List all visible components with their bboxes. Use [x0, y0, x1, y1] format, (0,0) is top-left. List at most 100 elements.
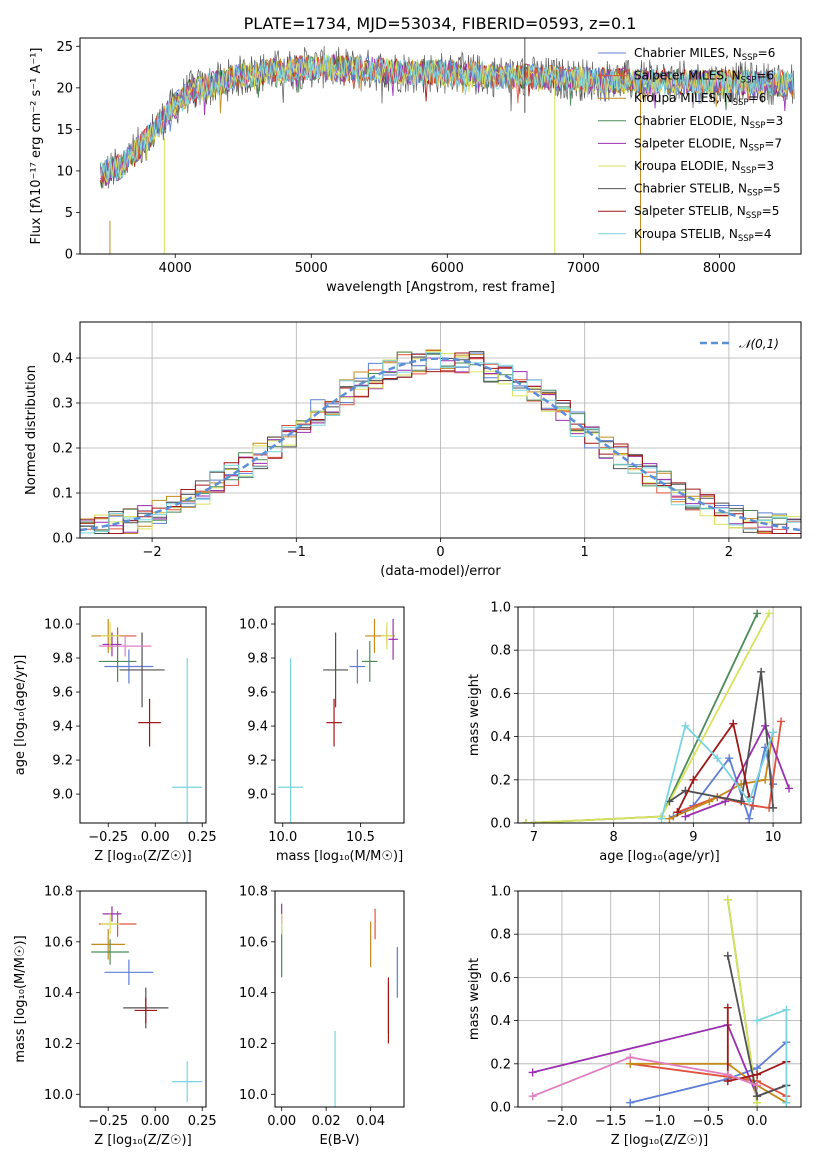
- series-point: [757, 667, 766, 676]
- y-tick-label: 0.1: [52, 487, 73, 502]
- legend-text: =6: [758, 46, 776, 60]
- axes-frame: [79, 606, 207, 824]
- y-tick-label: 0.6: [490, 971, 511, 986]
- legend-text: Kroupa ELODIE, N: [634, 159, 741, 173]
- y-tick-label: 9.0: [247, 788, 268, 803]
- legend-text: =6: [756, 69, 774, 83]
- legend-text: =3: [766, 114, 784, 128]
- axes-frame: [79, 890, 207, 1108]
- y-axis-label: Normed distribution: [24, 365, 39, 495]
- legend-subscript: SSP: [746, 211, 762, 221]
- legend-label: Chabrier ELODIE, NSSP=3: [634, 114, 783, 131]
- panel-mass_vs_Z: −0.25 0.00 0.25 10.0 10.2 10.4 10.6 10.8 Z [log₁…: [13, 885, 217, 1149]
- y-tick-label: 25: [56, 40, 73, 55]
- x-tick-label: −1.5: [595, 1114, 627, 1129]
- legend-label: Chabrier STELIB, NSSP=5: [634, 182, 781, 199]
- y-tick-label: 10.4: [44, 986, 73, 1001]
- y-tick-label: 10: [56, 164, 73, 179]
- axes-frame: [274, 890, 405, 1108]
- legend-subscript: SSP: [733, 98, 749, 108]
- x-tick-label: −1.0: [644, 1114, 676, 1129]
- y-tick-label: 0: [65, 248, 73, 263]
- x-tick-label: 7: [530, 830, 538, 845]
- series-line-salpeter_stelib: [676, 721, 751, 813]
- legend-text: =3: [756, 159, 774, 173]
- y-tick-label: 0.2: [52, 442, 73, 457]
- panel-residuals: −2 −1 0 1 2 0.0 0.1 0.2 0.3 0.4 (data-model)/error…: [24, 321, 802, 579]
- series-point: [665, 814, 674, 823]
- series-point: [753, 1081, 762, 1090]
- series-line-chabrier_elodie: [525, 613, 759, 823]
- x-tick-label: 10.0: [268, 830, 297, 845]
- series-point: [753, 1092, 762, 1101]
- plot-area: [278, 618, 398, 823]
- series-point: [723, 1070, 732, 1079]
- legend-subscript: SSP: [741, 76, 757, 86]
- y-tick-label: 0.3: [52, 397, 73, 412]
- series-point: [745, 797, 754, 806]
- x-axis-label: Z [log₁₀(Z/Z☉)]: [611, 1133, 708, 1148]
- histogram-kroupa_stelib: [80, 352, 801, 534]
- y-tick-label: 5: [65, 206, 73, 221]
- series-point: [723, 895, 732, 904]
- spectrum-kroupa_stelib: [100, 53, 794, 184]
- series-point: [673, 808, 682, 817]
- series-point: [737, 797, 746, 806]
- y-tick-label: 0.4: [52, 352, 73, 367]
- x-tick-label: 2: [725, 545, 733, 560]
- x-tick-label: 5000: [295, 261, 328, 276]
- series-point: [769, 728, 778, 737]
- plot-area: [91, 618, 203, 823]
- y-tick-label: 0.4: [490, 1014, 511, 1029]
- series-point: [753, 1016, 762, 1025]
- series-line-salpeter_elodie_2: [532, 1056, 758, 1098]
- x-axis-label: Z [log₁₀(Z/Z☉)]: [94, 1133, 191, 1148]
- y-axis-label: mass weight: [467, 958, 482, 1040]
- y-tick-label: 9.0: [52, 788, 73, 803]
- x-axis-label: E(B-V): [319, 1133, 359, 1148]
- series-point: [723, 1003, 732, 1012]
- panel-age_vs_Z: −0.25 0.00 0.25 9.0 9.2 9.4 9.6 9.8 10.0 Z [log₁₀…: [13, 606, 217, 864]
- series-point: [657, 814, 666, 823]
- y-tick-label: 0.2: [490, 773, 511, 788]
- axes-frame: [79, 37, 802, 255]
- legend-text: =6: [749, 91, 767, 105]
- series-point: [785, 784, 794, 793]
- x-axis-label: wavelength [Angstrom, rest frame]: [326, 280, 555, 295]
- plot-area: [80, 349, 801, 534]
- series-point: [749, 801, 758, 810]
- plot-area: [521, 609, 794, 823]
- x-tick-label: 4000: [159, 261, 192, 276]
- x-tick-label: 0.00: [141, 830, 170, 845]
- legend-text: Chabrier STELIB, N: [634, 182, 747, 196]
- legend-label: Salpeter MILES, NSSP=6: [634, 69, 774, 86]
- plot-area: [99, 38, 795, 254]
- plot-area: [528, 895, 791, 1107]
- series-point: [761, 775, 770, 784]
- normal-curve: [80, 357, 801, 532]
- x-tick-label: 7000: [567, 261, 600, 276]
- series-point: [769, 803, 778, 812]
- series-point: [782, 1005, 791, 1014]
- x-axis-label: (data-model)/error: [380, 564, 501, 579]
- x-axis-label: Z [log₁₀(Z/Z☉)]: [94, 849, 191, 864]
- x-axis-label: age [log₁₀(age/yr)]: [599, 849, 720, 864]
- x-tick-label: 0: [436, 545, 444, 560]
- x-tick-label: 10: [765, 830, 782, 845]
- histogram-salpeter_stelib: [80, 352, 801, 534]
- x-tick-label: 1: [581, 545, 589, 560]
- y-axis-label: age [log₁₀(age/yr)]: [13, 655, 28, 776]
- series-point: [521, 819, 530, 823]
- y-tick-label: 0.0: [52, 532, 73, 547]
- legend-subscript: SSP: [738, 234, 754, 244]
- x-tick-label: −0.25: [88, 830, 128, 845]
- series-line-salpeter_miles: [630, 1062, 787, 1098]
- y-tick-label: 1.0: [490, 885, 511, 900]
- y-tick-label: 0.4: [490, 730, 511, 745]
- series-point: [681, 812, 690, 821]
- legend-text: Kroupa MILES, N: [634, 91, 733, 105]
- legend-text: Chabrier ELODIE, N: [634, 114, 750, 128]
- legend-text: Salpeter ELODIE, N: [634, 136, 748, 150]
- x-tick-label: 0.25: [188, 1114, 217, 1129]
- y-tick-label: 10.2: [239, 1037, 268, 1052]
